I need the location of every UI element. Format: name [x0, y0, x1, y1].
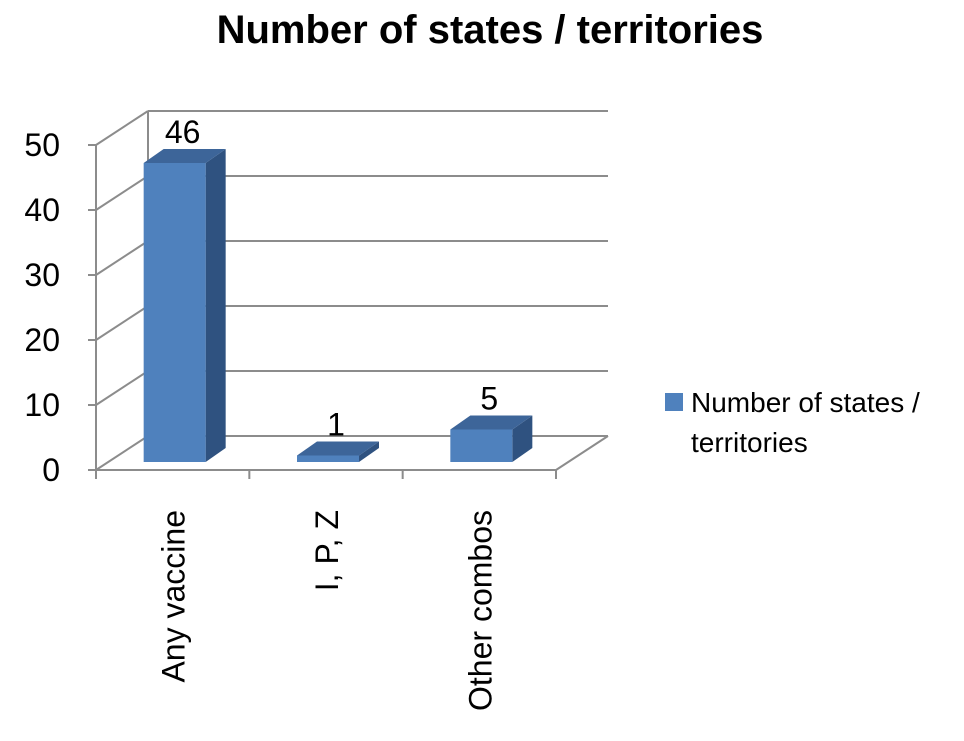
bar-side	[359, 441, 379, 462]
data-label: 1	[327, 407, 345, 443]
x-tick-label: Other combos	[462, 510, 498, 711]
gridline-diagonal-0	[95, 435, 149, 471]
bar-top	[297, 441, 379, 456]
y-tick-label: 40	[24, 192, 60, 228]
x-tick-label: Any vaccine	[156, 510, 192, 683]
bar-other-combos	[450, 429, 513, 462]
floor-right-edge	[555, 435, 609, 471]
bar-side	[205, 149, 226, 462]
bar-side	[512, 415, 533, 462]
legend-swatch	[665, 393, 683, 411]
gridline-diagonal-4	[95, 175, 149, 211]
legend-label-line-2: territories	[691, 427, 808, 458]
gridline-diagonal-3	[95, 240, 149, 276]
bars	[143, 149, 533, 462]
legend-label-line-1: Number of states /	[691, 387, 920, 418]
data-label: 46	[165, 114, 201, 150]
y-tick-label: 30	[24, 257, 60, 293]
y-tick-label: 20	[24, 322, 60, 358]
y-tick-label: 50	[24, 127, 60, 163]
legend: Number of states / territories	[665, 387, 920, 458]
y-tick-label: 0	[42, 452, 60, 488]
bar-top	[143, 149, 226, 163]
gridline-diagonal-2	[95, 305, 149, 341]
data-label: 5	[480, 381, 498, 417]
bar-any-vaccine	[143, 163, 206, 462]
y-tick-label: 10	[24, 387, 60, 423]
gridline-diagonal-5	[95, 110, 149, 146]
chart-title: Number of states / territories	[216, 8, 764, 52]
gridline-diagonal-1	[95, 370, 149, 406]
x-tick-label: I, P, Z	[309, 510, 345, 591]
bar-top	[450, 415, 533, 430]
labels: 0 10 20 30 40 50 46 Any vaccine 1 I, P, Z 5 Other c…	[24, 114, 498, 711]
bar-i-p-z	[297, 455, 359, 462]
